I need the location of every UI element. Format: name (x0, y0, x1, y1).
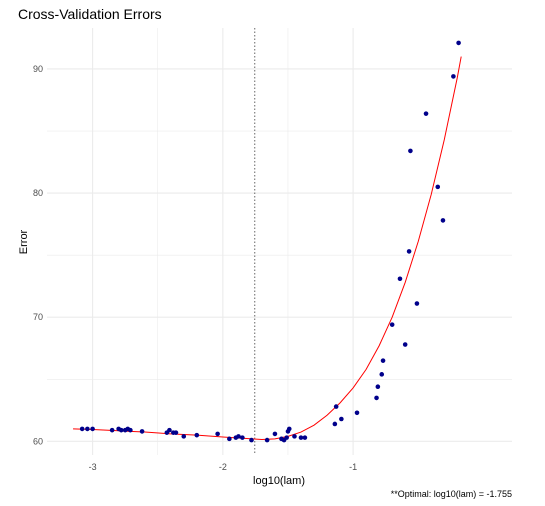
fit-curve (73, 56, 462, 440)
x-tick-label: -1 (349, 462, 357, 472)
data-point (456, 40, 461, 46)
data-point (440, 218, 446, 223)
data-point (272, 431, 278, 437)
data-point (332, 421, 338, 427)
data-point (298, 435, 304, 440)
data-point (236, 434, 241, 439)
data-point (354, 410, 360, 416)
y-tick-label: 70 (33, 312, 43, 322)
y-axis-title: Error (18, 229, 30, 254)
data-point (79, 426, 85, 432)
grid-layer (47, 28, 512, 455)
data-point (423, 111, 429, 116)
data-point (451, 74, 456, 79)
data-point (249, 437, 254, 443)
data-point (118, 427, 124, 433)
data-point (227, 436, 232, 442)
data-point (402, 342, 408, 347)
data-point (414, 301, 420, 306)
data-point (397, 276, 403, 282)
fit-curve-layer (73, 56, 462, 440)
data-point (379, 372, 385, 377)
data-point (333, 404, 339, 409)
data-point (240, 435, 245, 440)
data-point (408, 148, 413, 154)
optimal-caption: **Optimal: log10(lam) = -1.755 (391, 489, 512, 499)
y-tick-label: 60 (33, 436, 43, 446)
data-point (173, 430, 179, 435)
data-point (264, 437, 270, 443)
x-tick-label: -2 (219, 462, 227, 472)
y-tick-label: 90 (33, 64, 43, 74)
data-point (128, 427, 133, 433)
data-point (167, 427, 172, 433)
x-tick-labels: -3 -2 -1 (89, 462, 358, 472)
data-point (302, 435, 308, 440)
data-point (389, 322, 395, 327)
chart-title: Cross-Validation Errors (18, 6, 162, 22)
data-point (194, 432, 200, 438)
data-point (215, 431, 220, 437)
data-point (85, 426, 90, 432)
x-tick-label: -3 (89, 462, 97, 472)
data-point (181, 434, 187, 439)
data-point (406, 249, 412, 254)
data-point (375, 384, 381, 390)
data-point (286, 426, 292, 432)
data-point (374, 395, 379, 401)
data-point (139, 429, 145, 434)
data-point (90, 426, 95, 432)
data-point (380, 358, 386, 363)
data-point (292, 434, 297, 439)
y-tick-labels: 60 70 80 90 (33, 64, 43, 446)
x-axis-title: log10(lam) (253, 475, 305, 487)
data-point (109, 427, 115, 433)
data-point (339, 416, 344, 422)
data-points-layer (79, 40, 461, 443)
y-tick-label: 80 (33, 188, 43, 198)
data-point (284, 435, 289, 440)
data-point (435, 184, 441, 190)
